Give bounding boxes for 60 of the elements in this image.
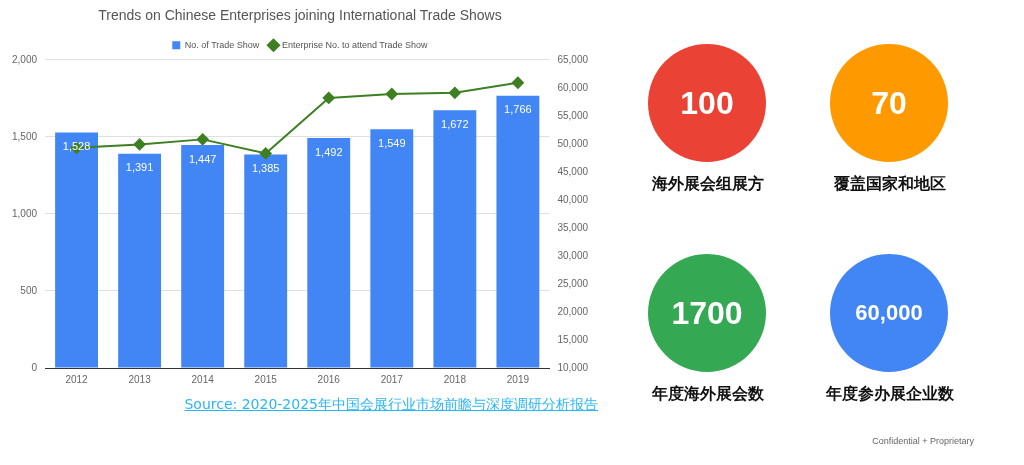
data-label: 1,492 [314, 145, 343, 158]
point [322, 91, 335, 104]
x-tick-label: 2019 [506, 373, 530, 385]
bar [496, 95, 540, 368]
circle-badge: 60,000 [830, 254, 948, 372]
y2-tick-label: 45,000 [557, 165, 589, 177]
chart-title: Trends on Chinese Enterprises joining International Trade Shows [98, 7, 502, 24]
y2-tick-label: 15,000 [557, 333, 589, 345]
x-tick-label: 2018 [443, 373, 467, 385]
bar [55, 132, 98, 368]
legend-label: Enterprise No. to attend Trade Show [281, 39, 429, 50]
category-label: 海外展会组展方 [651, 174, 765, 195]
y-tick-label: 1,000 [11, 207, 38, 219]
data-label: 1,447 [188, 152, 217, 165]
x-tick-label: 2014 [191, 373, 215, 385]
y2-tick-label: 40,000 [557, 193, 589, 205]
y-tick-label: 2,000 [11, 53, 38, 65]
x-tick-label: 2012 [65, 373, 89, 385]
bar [244, 154, 288, 368]
data-label: 1,672 [441, 117, 469, 130]
x-tick-label: 2013 [128, 373, 152, 385]
y2-tick-label: 30,000 [557, 249, 589, 261]
point [448, 86, 461, 99]
y2-tick-label: 65,000 [557, 53, 589, 65]
point [259, 147, 272, 160]
y2-tick-label: 60,000 [557, 81, 589, 93]
bar [370, 129, 414, 368]
circle-badge: 70 [830, 44, 948, 162]
bar [118, 153, 162, 368]
x-tick-label: 2017 [380, 373, 404, 385]
y2-tick-label: 10,000 [557, 361, 589, 373]
y-tick-label: 500 [20, 284, 38, 296]
y2-tick-label: 25,000 [557, 277, 589, 289]
point [385, 87, 398, 100]
data-label: 1,549 [378, 136, 406, 149]
point [511, 76, 524, 89]
category-label: 覆盖国家和地区 [833, 174, 947, 195]
bar [181, 145, 225, 368]
data-label: 1,391 [125, 161, 154, 174]
circle-badge: 1700 [648, 254, 766, 372]
x-tick-label: 2015 [254, 373, 278, 385]
y2-tick-label: 35,000 [557, 221, 589, 233]
bar [433, 110, 477, 368]
point [196, 133, 209, 146]
bar [307, 138, 351, 368]
x-tick-label: 2016 [317, 373, 341, 385]
category-label: 年度参办展企业数 [825, 384, 955, 405]
y-tick-label: 1,500 [11, 130, 38, 142]
text: Confidential + Proprietary [872, 436, 974, 446]
point [133, 138, 146, 151]
data-label: 1,766 [504, 103, 532, 116]
y2-tick-label: 50,000 [557, 137, 589, 149]
legend-label: No. of Trade Show [184, 39, 260, 50]
y2-tick-label: 20,000 [557, 305, 589, 317]
y2-tick-label: 55,000 [557, 109, 589, 121]
data-label: 1,385 [251, 162, 280, 175]
y-tick-label: 0 [31, 361, 38, 373]
circle-badge: 100 [648, 44, 766, 162]
category-label: 年度海外展会数 [651, 384, 765, 405]
source-note: Source: 2020-2025年中国会展行业市场前瞻与深度调研分析报告 [183, 396, 599, 414]
